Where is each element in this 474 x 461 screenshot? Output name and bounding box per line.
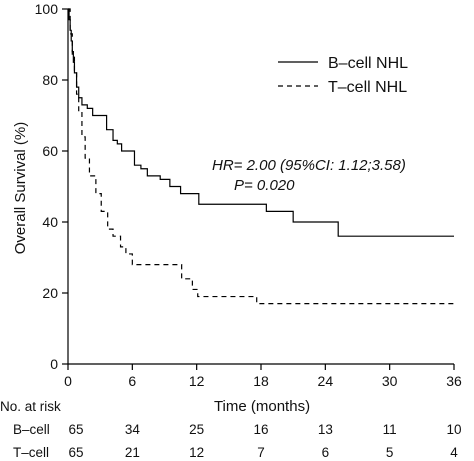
risk-value: 13 <box>318 422 333 437</box>
x-axis-title: Time (months) <box>214 398 310 415</box>
risk-table-header: No. at risk <box>0 399 61 414</box>
risk-value: 12 <box>189 445 204 460</box>
risk-value: 10 <box>446 422 461 437</box>
y-axis-title: Overall Survival (%) <box>12 122 29 255</box>
x-tick-label: 6 <box>128 373 136 389</box>
annotations: HR= 2.00 (95%CI: 1.12;3.58) P= 0.020 <box>212 157 406 194</box>
hazard-ratio-annotation: HR= 2.00 (95%CI: 1.12;3.58) <box>212 157 406 174</box>
y-tick-label: 40 <box>42 214 58 230</box>
risk-value: 16 <box>253 422 268 437</box>
risk-value: 25 <box>189 422 204 437</box>
risk-value: 11 <box>383 422 397 437</box>
p-value-annotation: P= 0.020 <box>234 177 295 194</box>
risk-value: 7 <box>257 445 265 460</box>
risk-value: 6 <box>322 445 330 460</box>
x-tick-label: 24 <box>318 373 334 389</box>
risk-row-label: T–cell <box>13 445 49 460</box>
x-tick-label: 18 <box>253 373 269 389</box>
series-line-t-cell <box>68 8 454 305</box>
risk-row-label: B–cell <box>13 422 50 437</box>
y-tick-label: 60 <box>42 143 58 159</box>
y-tick-label: 20 <box>42 285 58 301</box>
risk-value: 4 <box>450 445 458 460</box>
x-tick-label: 0 <box>64 373 72 389</box>
risk-value: 34 <box>125 422 141 437</box>
risk-value: 65 <box>68 445 83 460</box>
legend: B–cell NHL T–cell NHL <box>278 55 408 96</box>
series-lines <box>68 8 454 305</box>
y-tick-label: 0 <box>50 356 58 372</box>
legend-label-b-cell: B–cell NHL <box>328 55 408 72</box>
x-tick-label: 30 <box>382 373 398 389</box>
series-line-b-cell <box>68 8 454 237</box>
ticks: 0 6 12 18 24 30 36 0 20 40 60 80 100 <box>35 1 462 389</box>
risk-value: 65 <box>68 422 83 437</box>
risk-table: No. at risk B–cell 65 34 25 16 13 11 10T–cell 65… <box>0 399 462 460</box>
risk-value: 21 <box>125 445 140 460</box>
x-tick-label: 36 <box>446 373 462 389</box>
y-tick-label: 80 <box>42 72 58 88</box>
legend-label-t-cell: T–cell NHL <box>328 79 407 96</box>
x-tick-label: 12 <box>189 373 205 389</box>
y-tick-label: 100 <box>35 1 59 17</box>
risk-value: 5 <box>386 445 394 460</box>
